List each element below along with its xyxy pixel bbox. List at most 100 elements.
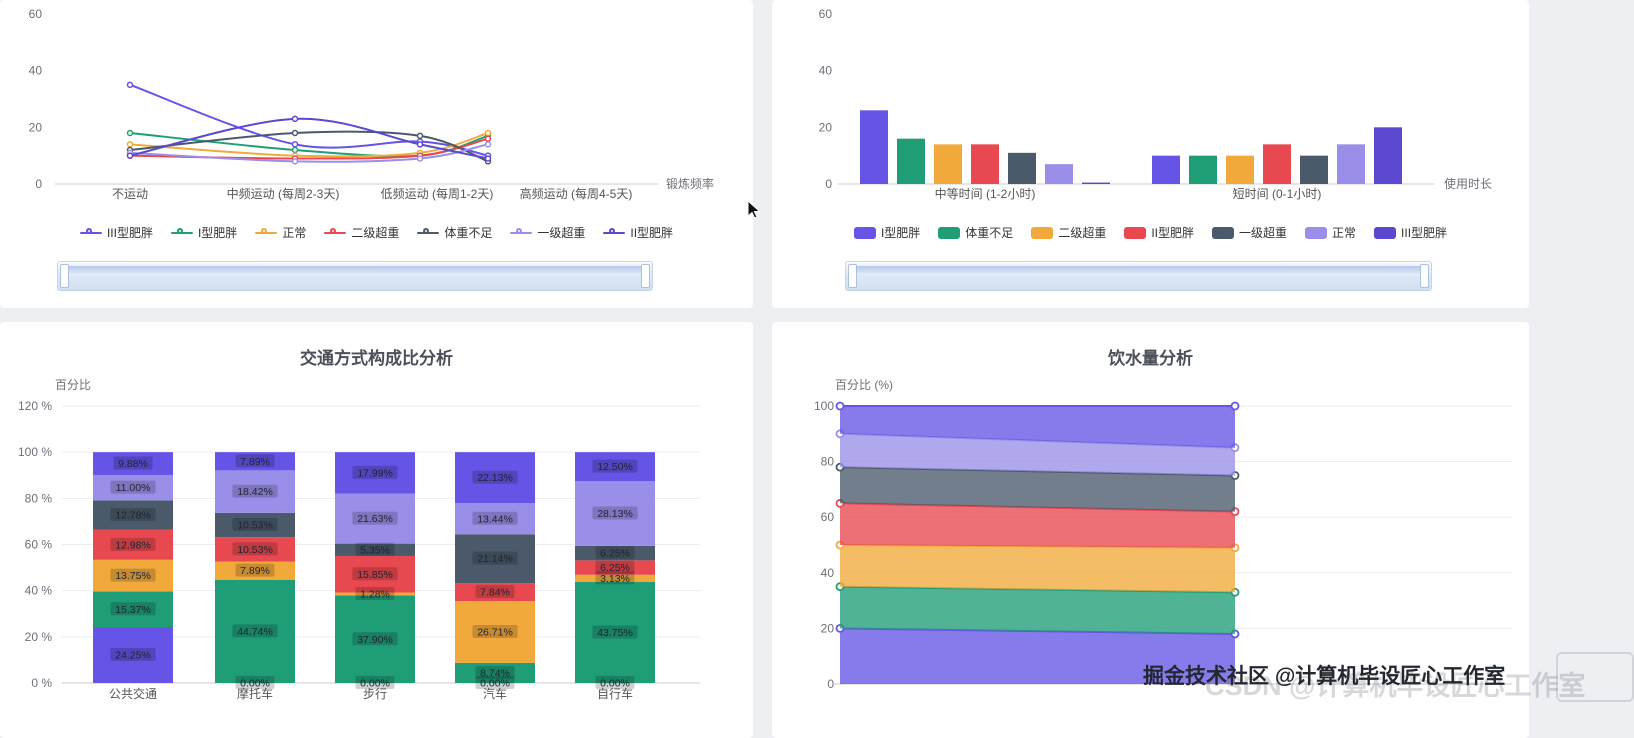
line-series[interactable] <box>129 143 489 163</box>
data-point-marker[interactable] <box>484 135 492 142</box>
exercise-line-chart[interactable]: 0 20 40 60 不运动 中频运动 (每周2-3天) 低频运动 (每周1-2天) 高频运动… <box>0 0 753 222</box>
area-band[interactable] <box>840 433 1235 476</box>
line-series[interactable] <box>129 117 489 160</box>
legend-item[interactable]: 二级超重 <box>1031 224 1106 241</box>
stack-segment[interactable] <box>215 537 295 562</box>
stack-segment[interactable] <box>575 560 655 575</box>
bar[interactable] <box>1300 155 1328 184</box>
stack-segment[interactable] <box>93 452 173 475</box>
data-point-marker[interactable] <box>484 155 492 162</box>
legend-item[interactable]: II型肥胖 <box>1124 224 1194 241</box>
duration-bar-chart[interactable]: 0 20 40 60 中等时间 (1-2小时) 短时间 (0-1小时) 使用时长 <box>772 0 1529 222</box>
datazoom-right-handle-icon[interactable] <box>641 264 650 288</box>
data-point-marker[interactable] <box>291 115 299 123</box>
stack-segment[interactable] <box>455 662 535 683</box>
legend-item[interactable]: III型肥胖 <box>1374 224 1447 241</box>
duration-datazoom-slider[interactable] <box>845 261 1432 291</box>
data-point-marker[interactable] <box>126 129 134 137</box>
area-band[interactable] <box>840 406 1235 448</box>
legend-item[interactable]: 正常 <box>255 224 306 241</box>
bar[interactable] <box>1189 155 1217 184</box>
data-point-marker[interactable] <box>291 158 299 165</box>
data-point-marker[interactable] <box>484 129 492 137</box>
stack-segment[interactable] <box>93 591 173 628</box>
legend-item[interactable]: 一级超重 <box>510 224 585 241</box>
area-band[interactable] <box>840 586 1235 634</box>
legend-item[interactable]: 体重不足 <box>417 224 492 241</box>
stack-segment[interactable] <box>575 545 655 561</box>
stack-segment[interactable] <box>575 480 655 546</box>
area-band[interactable] <box>840 503 1235 548</box>
stack-segment[interactable] <box>93 559 173 592</box>
line-series[interactable] <box>129 132 489 158</box>
area-band[interactable] <box>840 545 1235 593</box>
stack-segment[interactable] <box>455 452 535 504</box>
stack-segment[interactable] <box>93 529 173 560</box>
data-point-marker[interactable] <box>835 401 845 411</box>
bar[interactable] <box>1008 152 1036 184</box>
area-band[interactable] <box>840 467 1235 512</box>
bar[interactable] <box>1152 155 1180 184</box>
datazoom-right-handle-icon[interactable] <box>1420 264 1429 288</box>
datazoom-left-handle-icon[interactable] <box>848 264 857 288</box>
bar[interactable] <box>971 144 999 184</box>
bar[interactable] <box>1045 164 1073 184</box>
stack-segment[interactable] <box>93 474 173 501</box>
line-series[interactable] <box>129 130 489 163</box>
stack-segment[interactable] <box>335 543 415 556</box>
stack-segment[interactable] <box>575 452 655 481</box>
bar[interactable] <box>1082 182 1110 184</box>
data-point-marker[interactable] <box>291 146 299 154</box>
data-point-marker[interactable] <box>416 141 424 148</box>
stack-segment[interactable] <box>455 503 535 535</box>
legend-item[interactable]: I型肥胖 <box>853 224 920 241</box>
data-point-marker[interactable] <box>291 141 299 148</box>
stack-segment[interactable] <box>215 512 295 538</box>
stack-segment[interactable] <box>455 534 535 584</box>
stack-segment[interactable] <box>215 579 295 683</box>
data-point-marker[interactable] <box>1230 401 1240 411</box>
area-band[interactable] <box>840 628 1235 684</box>
stack-segment[interactable] <box>215 452 295 471</box>
data-point-marker[interactable] <box>291 129 299 137</box>
bar[interactable] <box>1263 144 1291 184</box>
stack-segment[interactable] <box>335 493 415 544</box>
stack-segment[interactable] <box>93 500 173 530</box>
bar[interactable] <box>1226 155 1254 184</box>
stack-segment[interactable] <box>335 595 415 683</box>
data-point-marker[interactable] <box>484 141 492 148</box>
stack-segment[interactable] <box>215 470 295 513</box>
data-point-marker[interactable] <box>416 155 424 162</box>
stack-segment[interactable] <box>335 555 415 593</box>
stack-segment[interactable] <box>93 627 173 683</box>
datazoom-left-handle-icon[interactable] <box>60 264 69 288</box>
legend-item[interactable]: I型肥胖 <box>170 224 237 241</box>
stack-segment[interactable] <box>575 574 655 583</box>
bar[interactable] <box>1337 144 1365 184</box>
bar[interactable] <box>934 144 962 184</box>
bar[interactable] <box>1374 127 1402 184</box>
bar[interactable] <box>897 138 925 184</box>
data-point-marker[interactable] <box>126 141 134 148</box>
legend-item[interactable]: III型肥胖 <box>79 224 153 241</box>
data-point-marker[interactable] <box>416 132 424 140</box>
stack-segment[interactable] <box>575 582 655 683</box>
stack-segment[interactable] <box>455 583 535 602</box>
legend-item[interactable]: 正常 <box>1305 224 1356 241</box>
data-point-marker[interactable] <box>126 81 134 89</box>
legend-label: II型肥胖 <box>630 226 674 240</box>
bar[interactable] <box>860 110 888 184</box>
legend-item[interactable]: II型肥胖 <box>603 224 673 241</box>
stack-segment[interactable] <box>455 601 535 663</box>
stack-segment[interactable] <box>215 561 295 580</box>
stack-segment[interactable] <box>335 452 415 494</box>
exercise-datazoom-slider[interactable] <box>57 261 653 291</box>
stack-segment[interactable] <box>335 592 415 596</box>
line-series[interactable] <box>129 83 489 157</box>
legend-item[interactable]: 二级超重 <box>324 224 399 241</box>
legend-item[interactable]: 体重不足 <box>938 224 1013 241</box>
legend-item[interactable]: 一级超重 <box>1212 224 1287 241</box>
data-point-marker[interactable] <box>126 152 134 159</box>
